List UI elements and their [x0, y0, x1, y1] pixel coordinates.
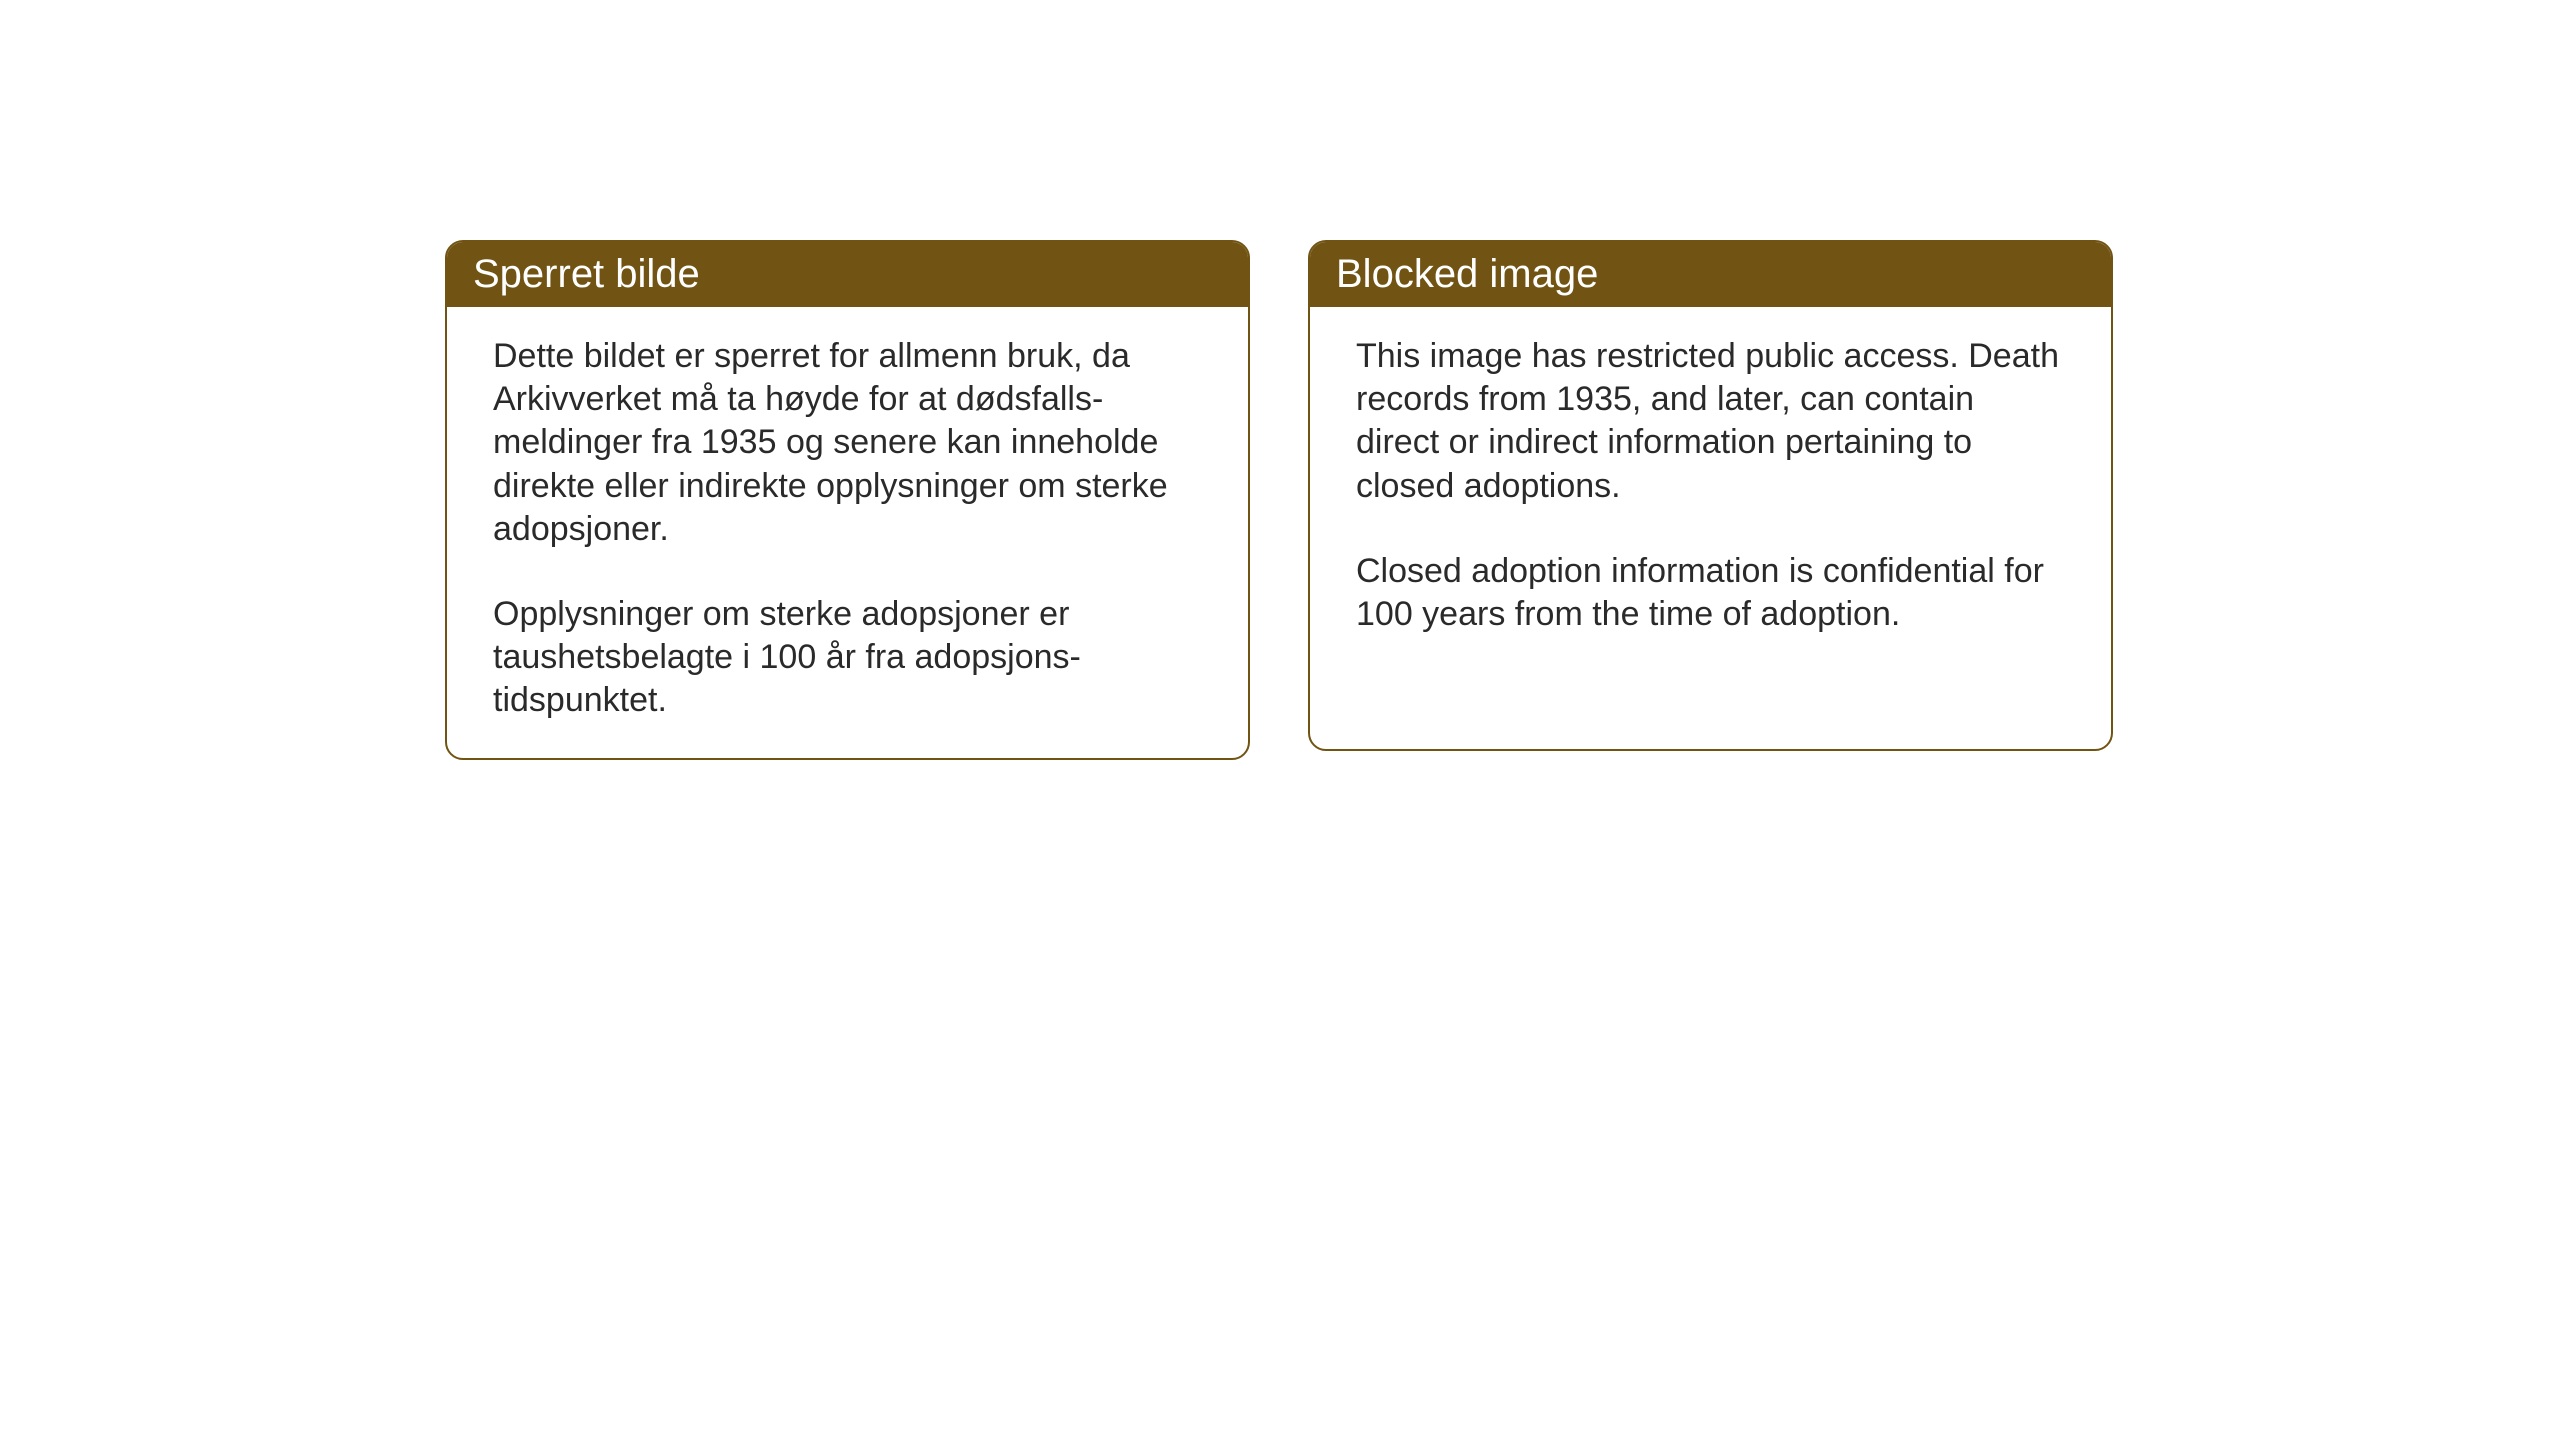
english-paragraph-1: This image has restricted public access.…	[1356, 335, 2065, 508]
norwegian-paragraph-2: Opplysninger om sterke adopsjoner er tau…	[493, 593, 1202, 723]
norwegian-card-title: Sperret bilde	[447, 242, 1248, 307]
norwegian-notice-card: Sperret bilde Dette bildet er sperret fo…	[445, 240, 1250, 760]
notice-cards-container: Sperret bilde Dette bildet er sperret fo…	[445, 240, 2113, 760]
english-paragraph-2: Closed adoption information is confident…	[1356, 550, 2065, 636]
norwegian-card-body: Dette bildet er sperret for allmenn bruk…	[447, 307, 1248, 758]
english-card-title: Blocked image	[1310, 242, 2111, 307]
english-card-body: This image has restricted public access.…	[1310, 307, 2111, 672]
english-notice-card: Blocked image This image has restricted …	[1308, 240, 2113, 751]
norwegian-paragraph-1: Dette bildet er sperret for allmenn bruk…	[493, 335, 1202, 551]
